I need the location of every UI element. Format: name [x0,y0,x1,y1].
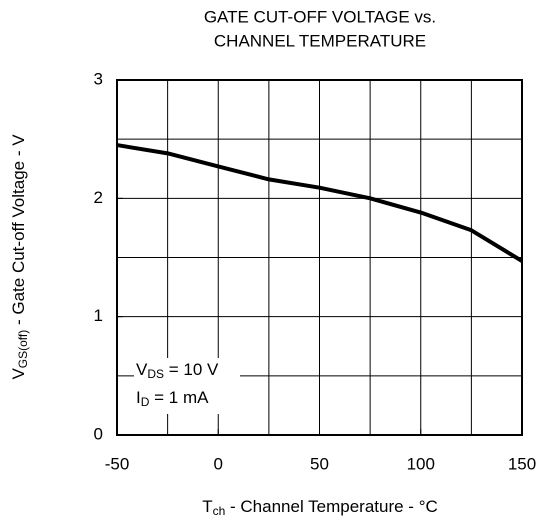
x-tick-label: 100 [407,454,435,473]
y-axis-label-part: V [9,368,28,380]
annotation-part: = 1 mA [149,388,209,407]
chart-title: GATE CUT-OFF VOLTAGE vs. [204,7,436,26]
y-axis-label: VGS(off) - Gate Cut-off Voltage - V [9,134,30,380]
annotation-part: V [136,360,148,379]
annotation-part: I [136,388,141,407]
chart-title: CHANNEL TEMPERATURE [214,31,426,50]
x-axis-label-part: ch [213,504,226,518]
y-tick-label: 0 [94,424,103,443]
y-tick-label: 2 [94,188,103,207]
annotation-bg [134,358,240,414]
y-axis-label-part: GS(off) [16,330,30,368]
annotation-part: = 10 V [164,360,219,379]
x-axis-label: Tch - Channel Temperature - °C [202,497,438,518]
x-tick-label: -50 [105,454,130,473]
y-axis-label-part: - Gate Cut-off Voltage - V [9,134,28,330]
y-tick-label: 1 [94,306,103,325]
annotation: VDS = 10 V [136,360,219,381]
data-line [116,143,524,263]
x-axis-label-part: - Channel Temperature - °C [225,497,437,516]
x-axis-label-part: T [202,497,212,516]
annotation-part: D [141,395,150,409]
y-tick-label: 3 [94,69,103,88]
x-tick-label: 0 [214,454,223,473]
x-tick-label: 50 [310,454,329,473]
x-tick-label: 150 [508,454,536,473]
annotation-part: DS [147,367,164,381]
annotation: ID = 1 mA [136,388,209,409]
